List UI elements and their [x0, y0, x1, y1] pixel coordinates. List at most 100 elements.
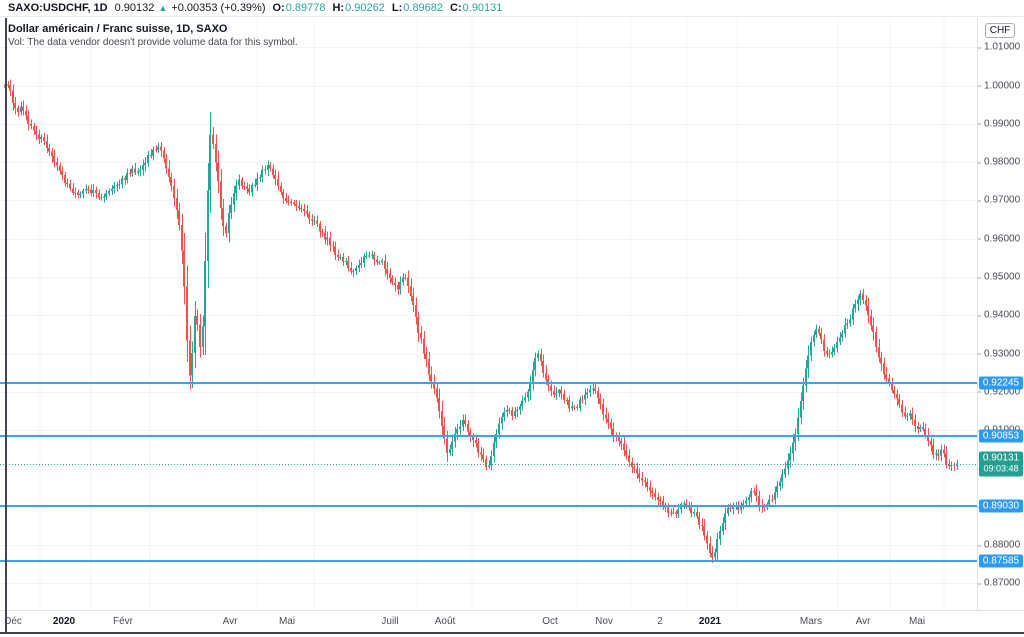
candle-body — [425, 353, 427, 359]
chart-pane[interactable]: Dollar américain / Franc suisse, 1D, SAX… — [0, 18, 977, 610]
candle-body — [90, 189, 92, 193]
time-tick-label: 2021 — [698, 616, 722, 627]
candle-body — [940, 449, 942, 456]
symbol-name[interactable]: SAXO:USDCHF, 1D — [8, 2, 108, 14]
candle-body — [438, 397, 440, 412]
price-change: +0.00353 (+0.39%) — [171, 2, 266, 14]
candle-body — [633, 467, 635, 469]
candle-body — [503, 412, 505, 417]
candle-body — [147, 154, 149, 163]
candle-body — [95, 189, 97, 194]
candle-body — [391, 277, 393, 283]
close-label: C: — [450, 2, 462, 14]
candle-body — [618, 436, 620, 442]
candle-body — [124, 178, 126, 180]
candle-body — [27, 115, 29, 125]
candle-body — [805, 368, 807, 386]
candle-body — [358, 264, 360, 269]
candle-body — [441, 411, 443, 426]
candle-body — [813, 335, 815, 343]
candle-body — [667, 507, 669, 513]
candle-body — [706, 535, 708, 544]
candle-body — [475, 440, 477, 444]
candle-body — [449, 448, 451, 454]
candle-body — [207, 190, 209, 261]
candle-body — [191, 353, 193, 376]
candle-body — [321, 231, 323, 233]
candle-body — [943, 449, 945, 454]
candle-body — [303, 209, 305, 211]
last-price-text: 0.90131 — [982, 452, 1020, 464]
candle-body — [815, 329, 817, 336]
candle-body — [446, 438, 448, 454]
instrument-title[interactable]: Dollar américain / Franc suisse, 1D, SAX… — [8, 23, 228, 35]
price-axis[interactable]: CHF 1.01000 1.00000 0.99000 0.98000 0.97000 0… — [977, 18, 1024, 610]
candle-body — [911, 413, 913, 420]
candle-body — [826, 350, 828, 354]
currency-toggle-button[interactable]: CHF — [985, 23, 1015, 38]
candle-body — [592, 388, 594, 390]
candle-body — [893, 389, 895, 395]
candle-body — [638, 473, 640, 479]
candle-body — [308, 213, 310, 219]
candle-body — [558, 390, 560, 394]
candle-body — [163, 150, 165, 159]
candle-body — [272, 168, 274, 175]
low-value: 0.89682 — [403, 2, 444, 14]
candlestick-chart[interactable] — [0, 18, 977, 610]
candle-body — [904, 412, 906, 417]
time-tick-label: Févr — [113, 616, 133, 627]
candle-body — [168, 168, 170, 177]
candle-body — [347, 261, 349, 268]
candle-body — [584, 394, 586, 400]
time-tick-label: 2 — [657, 616, 663, 627]
candle-body — [293, 202, 295, 204]
price-tick-label: 1.01000 — [978, 42, 1024, 53]
candle-body — [137, 171, 139, 174]
candle-body — [654, 492, 656, 497]
candle-body — [423, 338, 425, 354]
candle-body — [25, 111, 27, 116]
candle-body — [131, 168, 133, 174]
candle-body — [701, 524, 703, 526]
candle-body — [282, 192, 284, 198]
candle-body — [48, 148, 50, 152]
candle-body — [683, 503, 685, 505]
candle-body — [833, 348, 835, 352]
candle-body — [342, 257, 344, 262]
level-price-label[interactable]: 0.89030 — [979, 499, 1023, 513]
candle-body — [116, 184, 118, 186]
time-axis[interactable]: Déc 2020 Févr Avr Mai Juill Août Oct Nov 2 2021 Mar… — [0, 610, 1024, 632]
candle-body — [339, 257, 341, 259]
candle-body — [620, 441, 622, 444]
candle-body — [38, 134, 40, 139]
candle-body — [285, 197, 287, 202]
candle-body — [485, 458, 487, 467]
candle-body — [703, 525, 705, 536]
candle-body — [657, 496, 659, 500]
level-price-label[interactable]: 0.87585 — [979, 554, 1023, 568]
candle-body — [472, 436, 474, 441]
candle-body — [134, 168, 136, 174]
candle-body — [142, 165, 144, 171]
candle-body — [451, 441, 453, 449]
candle-body — [677, 509, 679, 515]
candle-body — [750, 490, 752, 497]
candle-body — [849, 319, 851, 324]
candle-body — [100, 197, 102, 199]
chart-legend: Dollar américain / Franc suisse, 1D, SAX… — [8, 22, 298, 50]
level-price-label[interactable]: 0.90853 — [979, 429, 1023, 443]
candle-body — [181, 224, 183, 251]
candle-body — [74, 192, 76, 194]
candle-body — [914, 419, 916, 427]
candle-body — [35, 130, 37, 135]
candle-body — [368, 255, 370, 257]
candle-body — [155, 149, 157, 151]
candle-body — [891, 382, 893, 390]
candle-body — [420, 333, 422, 339]
price-tick-label: 0.94000 — [978, 310, 1024, 321]
level-price-label[interactable]: 0.92245 — [979, 376, 1023, 390]
candle-body — [714, 552, 716, 558]
candle-body — [220, 181, 222, 208]
candle-body — [350, 267, 352, 272]
